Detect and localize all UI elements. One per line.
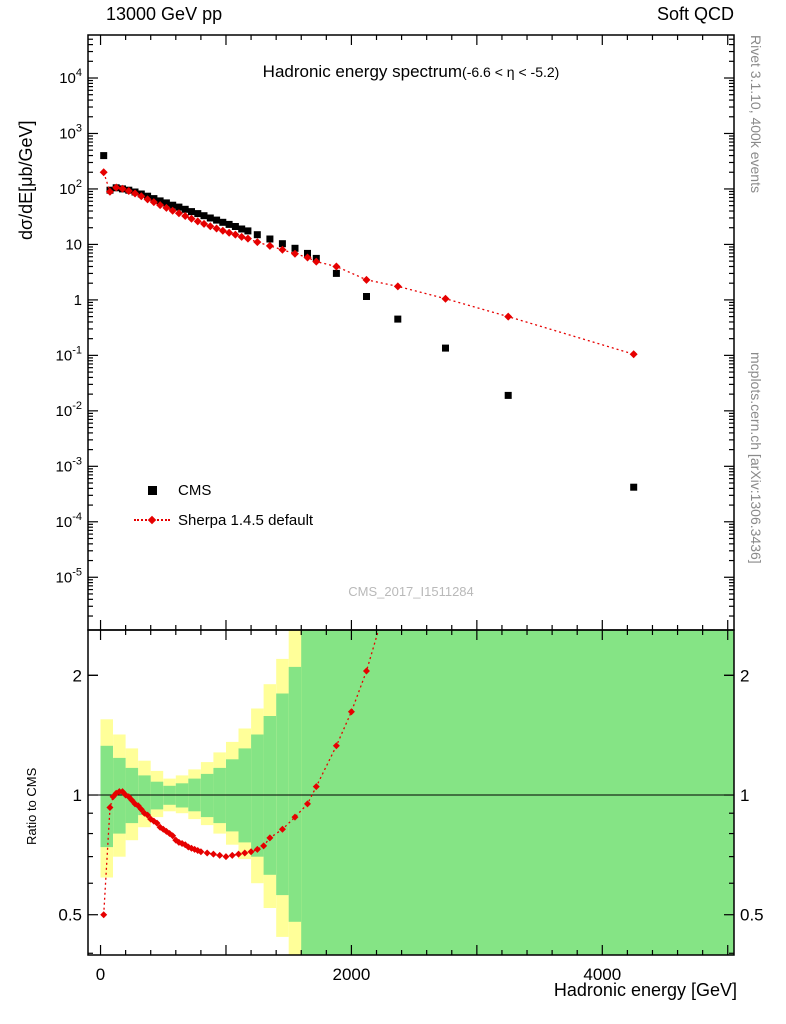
legend-label-cms: CMS xyxy=(178,481,212,499)
svg-text:104: 104 xyxy=(59,67,82,87)
svg-text:4000: 4000 xyxy=(583,965,621,984)
svg-text:2: 2 xyxy=(740,666,749,685)
svg-text:2000: 2000 xyxy=(332,965,370,984)
plot-title-eta-range: (-6.6 < η < -5.2) xyxy=(462,64,560,80)
beam-energy-label: 13000 GeV pp xyxy=(106,4,223,24)
svg-text:10-2: 10-2 xyxy=(56,400,82,420)
svg-text:0.5: 0.5 xyxy=(58,906,82,925)
sherpa-diamond-line-icon xyxy=(134,515,170,525)
analysis-id-watermark: CMS_2017_I1511284 xyxy=(348,584,474,599)
svg-text:1: 1 xyxy=(740,786,749,805)
svg-text:10-5: 10-5 xyxy=(56,566,82,586)
svg-text:10-4: 10-4 xyxy=(56,511,82,531)
legend-label-sherpa: Sherpa 1.4.5 default xyxy=(178,511,314,529)
mcplots-reference-label: mcplots.cern.ch [arXiv:1306.3436] xyxy=(748,352,764,564)
x-axis-title: Hadronic energy [GeV] xyxy=(553,980,737,1000)
svg-text:2: 2 xyxy=(73,666,82,685)
rivet-version-label: Rivet 3.1.10, 400k events xyxy=(748,35,764,193)
plot-title: Hadronic energy spectrum xyxy=(262,62,463,81)
cms-square-icon xyxy=(134,485,170,495)
legend-item-sherpa: Sherpa 1.4.5 default xyxy=(134,505,313,535)
svg-text:103: 103 xyxy=(59,123,82,143)
main-y-axis-title: dσ/dE[μb/GeV] xyxy=(16,120,36,240)
process-group-label: Soft QCD xyxy=(656,4,734,24)
svg-text:1: 1 xyxy=(73,786,82,805)
svg-text:10-3: 10-3 xyxy=(56,455,82,475)
svg-text:0: 0 xyxy=(96,965,105,984)
plot-title-wrap: Hadronic energy spectrum(-6.6 < η < -5.2… xyxy=(88,62,734,82)
legend-item-cms: CMS xyxy=(134,475,313,505)
legend: CMS Sherpa 1.4.5 default xyxy=(134,475,313,535)
svg-text:102: 102 xyxy=(59,178,82,198)
ratio-y-axis-title: Ratio to CMS xyxy=(24,767,39,845)
svg-text:0.5: 0.5 xyxy=(740,906,764,925)
svg-text:1: 1 xyxy=(74,292,82,309)
svg-text:10: 10 xyxy=(65,236,82,253)
svg-text:10-1: 10-1 xyxy=(56,344,82,364)
